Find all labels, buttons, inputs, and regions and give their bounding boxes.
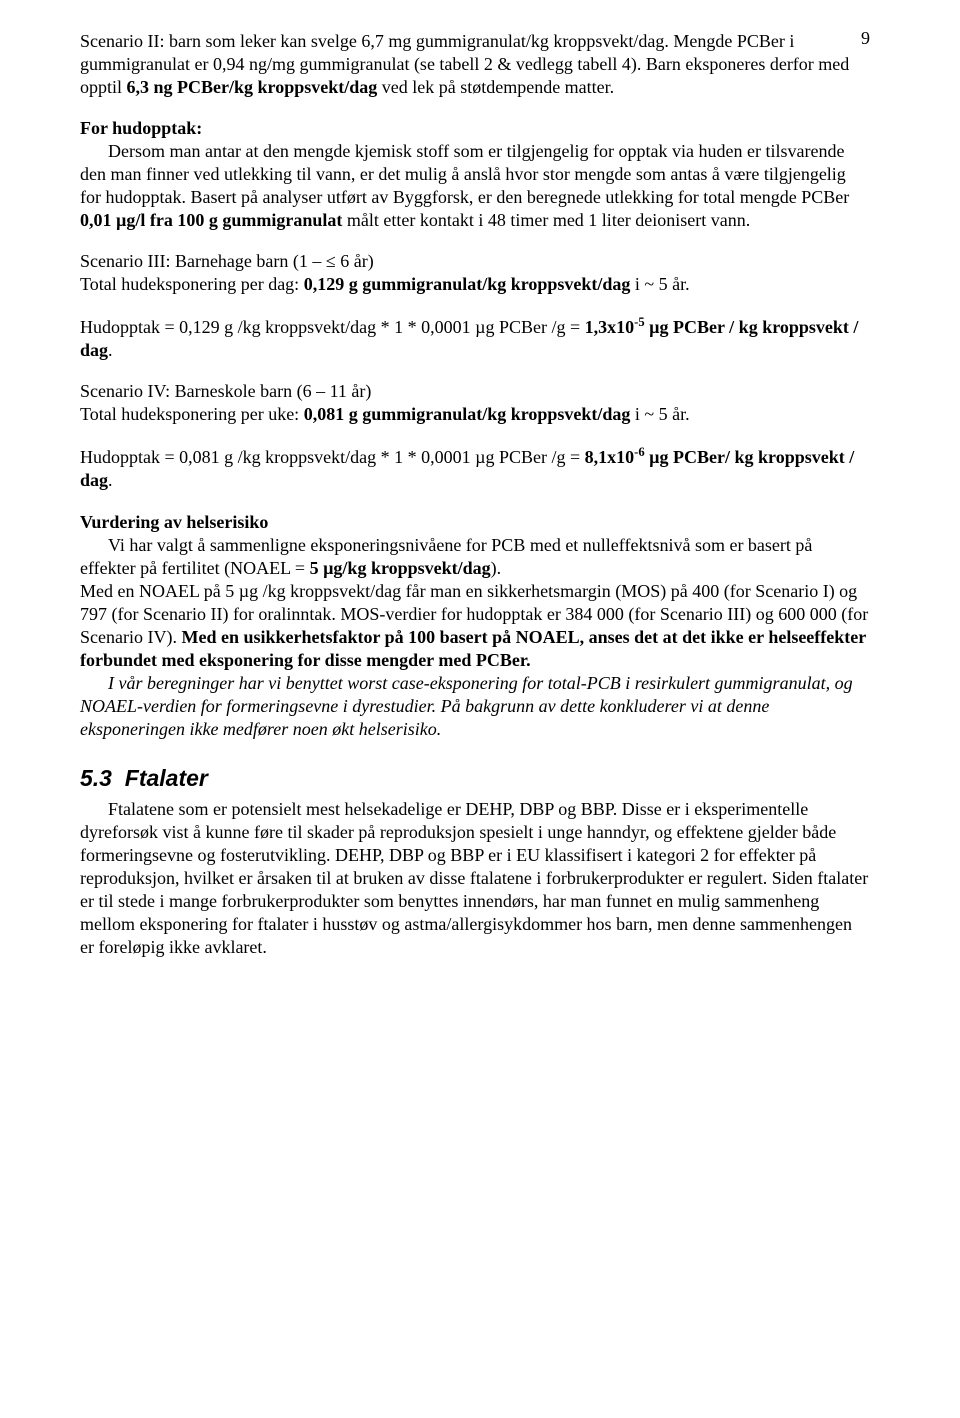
paragraph-scenario-3: Scenario III: Barnehage barn (1 – ≤ 6 år… xyxy=(80,250,870,296)
text-bold: 1,3x10 xyxy=(585,317,635,337)
document-page: 9 Scenario II: barn som leker kan svelge… xyxy=(0,0,960,1418)
paragraph-scenario-4: Scenario IV: Barneskole barn (6 – 11 år)… xyxy=(80,380,870,426)
text-bold: 0,129 g gummigranulat/kg kroppsvekt/dag xyxy=(304,274,631,294)
text: . xyxy=(108,340,113,360)
paragraph-vurdering: Vurdering av helserisiko Vi har valgt å … xyxy=(80,511,870,672)
paragraph-scenario-2: Scenario II: barn som leker kan svelge 6… xyxy=(80,30,870,99)
text: Scenario IV: Barneskole barn (6 – 11 år) xyxy=(80,381,371,401)
text-bold: 5 µg/kg kroppsvekt/dag xyxy=(310,558,491,578)
text: i ~ 5 år. xyxy=(630,404,689,424)
text-bold: 6,3 ng PCBer/kg kroppsvekt/dag xyxy=(127,77,378,97)
paragraph-hudopptak: For hudopptak: Dersom man antar at den m… xyxy=(80,117,870,232)
paragraph-ftalater: Ftalatene som er potensielt mest helseka… xyxy=(80,798,870,959)
text-italic: I vår beregninger har vi benyttet worst … xyxy=(80,672,870,741)
text: Dersom man antar at den mengde kjemisk s… xyxy=(80,141,849,207)
section-heading: 5.3 Ftalater xyxy=(80,765,870,792)
page-number: 9 xyxy=(861,28,870,49)
section-number: 5.3 xyxy=(80,765,112,791)
paragraph-hudopptak-calc-2: Hudopptak = 0,081 g /kg kroppsvekt/dag *… xyxy=(80,444,870,492)
text: Hudopptak = 0,081 g /kg kroppsvekt/dag *… xyxy=(80,447,585,467)
subheading: For hudopptak: xyxy=(80,118,202,138)
subheading: Vurdering av helserisiko xyxy=(80,512,268,532)
text-bold: Med en usikkerhetsfaktor på 100 basert p… xyxy=(80,627,866,670)
text: i ~ 5 år. xyxy=(630,274,689,294)
text: Hudopptak = 0,129 g /kg kroppsvekt/dag *… xyxy=(80,317,585,337)
text: Ftalatene som er potensielt mest helseka… xyxy=(80,798,870,959)
text: ). xyxy=(491,558,502,578)
superscript: -6 xyxy=(634,445,645,459)
superscript: -5 xyxy=(634,315,645,329)
text-bold: 0,081 g gummigranulat/kg kroppsvekt/dag xyxy=(304,404,631,424)
text: . xyxy=(108,470,113,490)
text: Total hudeksponering per dag: xyxy=(80,274,304,294)
text: Total hudeksponering per uke: xyxy=(80,404,304,424)
text: ved lek på støtdempende matter. xyxy=(377,77,614,97)
text: Scenario III: Barnehage barn (1 – ≤ 6 år… xyxy=(80,251,374,271)
paragraph-hudopptak-calc-1: Hudopptak = 0,129 g /kg kroppsvekt/dag *… xyxy=(80,314,870,362)
text-bold: 0,01 µg/l fra 100 g gummigranulat xyxy=(80,210,342,230)
paragraph-vurdering-italic: I vår beregninger har vi benyttet worst … xyxy=(80,672,870,741)
section-title: Ftalater xyxy=(125,765,208,791)
text-bold: 8,1x10 xyxy=(585,447,635,467)
text: målt etter kontakt i 48 timer med 1 lite… xyxy=(342,210,750,230)
